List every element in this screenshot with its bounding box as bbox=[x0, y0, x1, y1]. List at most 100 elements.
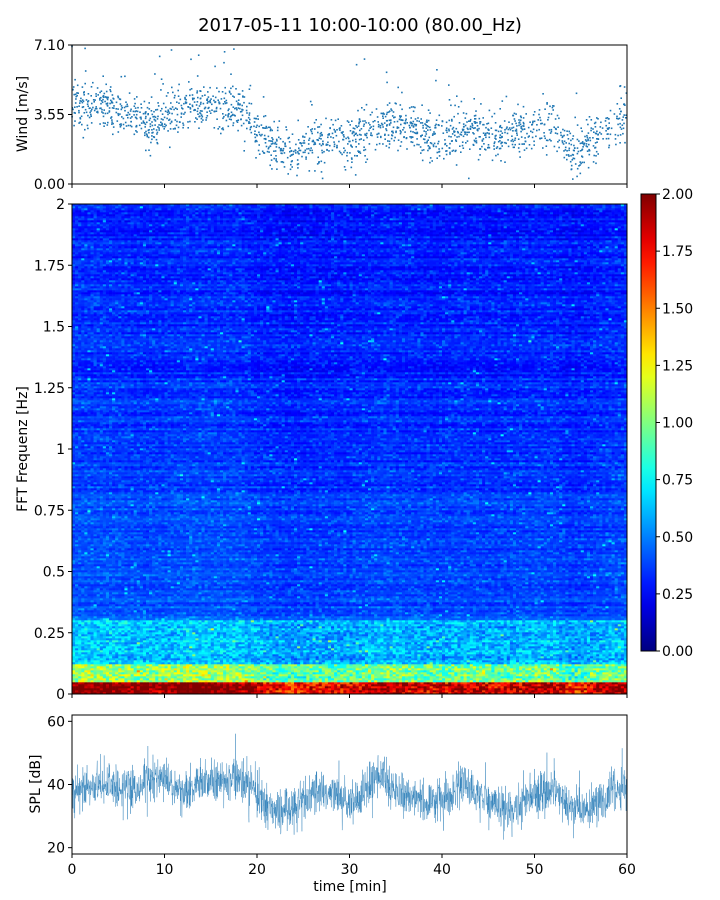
spectrogram-cell bbox=[472, 678, 477, 681]
spectrogram-cell bbox=[118, 670, 122, 673]
spectrogram-cell bbox=[102, 674, 107, 677]
spectrogram-cell bbox=[454, 660, 458, 663]
wind-data-point bbox=[505, 127, 508, 130]
spectrogram-cell bbox=[586, 684, 591, 687]
spectrogram-cell bbox=[623, 670, 628, 673]
spectrogram-cell bbox=[130, 680, 134, 683]
wind-data-point bbox=[196, 118, 198, 120]
spectrogram-cell bbox=[509, 672, 514, 675]
spectrogram-cell bbox=[130, 692, 134, 695]
spectrogram-cell bbox=[136, 672, 141, 675]
spectrogram-cell bbox=[519, 686, 523, 689]
spectrogram-cell bbox=[312, 688, 316, 691]
spectrogram-cell bbox=[411, 670, 415, 673]
spectrogram-cell bbox=[614, 684, 619, 687]
spectrogram-cell bbox=[226, 660, 230, 663]
spectrogram-cell bbox=[435, 676, 440, 679]
spectrogram-cell bbox=[210, 680, 215, 683]
spectrogram-cell bbox=[454, 674, 458, 677]
spectrogram-cell bbox=[605, 666, 609, 669]
wind-data-point bbox=[406, 148, 408, 150]
spectrogram-cell bbox=[297, 674, 301, 677]
wind-data-point bbox=[302, 136, 304, 138]
wind-data-point bbox=[283, 152, 286, 154]
spectrogram-cell bbox=[297, 662, 301, 665]
spectrogram-cell bbox=[583, 668, 588, 671]
spectrogram-cell bbox=[537, 688, 541, 691]
spectrogram-cell bbox=[109, 686, 113, 689]
spectrogram-cell bbox=[562, 690, 566, 693]
spectrogram-cell bbox=[549, 674, 554, 677]
spectrogram-cell bbox=[121, 668, 125, 671]
wind-data-point bbox=[561, 141, 564, 144]
spectrogram-cell bbox=[556, 690, 560, 693]
spectrogram-cell bbox=[149, 680, 153, 683]
spectrogram-cell bbox=[516, 680, 520, 683]
spectrogram-cell bbox=[149, 676, 153, 679]
spectrogram-cell bbox=[244, 676, 249, 679]
spectrogram-cell bbox=[500, 684, 504, 687]
wind-data-point bbox=[606, 117, 609, 119]
spectrogram-cell bbox=[432, 670, 437, 673]
spectrogram-cell bbox=[127, 668, 131, 671]
wind-data-point bbox=[336, 129, 338, 131]
wind-data-point bbox=[74, 93, 77, 96]
spectrogram-cell bbox=[614, 674, 619, 677]
spectrogram-cell bbox=[287, 684, 292, 687]
wind-data-point bbox=[177, 89, 179, 92]
spectrogram-cell bbox=[189, 688, 193, 691]
wind-data-point bbox=[352, 139, 354, 142]
spectrogram-cell bbox=[549, 684, 554, 687]
wind-data-point bbox=[135, 130, 137, 132]
spectrogram-cell bbox=[497, 672, 501, 675]
spectrogram-cell bbox=[244, 664, 249, 667]
spectrogram-cell bbox=[534, 662, 538, 665]
wind-data-point bbox=[476, 125, 479, 127]
wind-data-point bbox=[105, 83, 107, 86]
wind-data-point bbox=[451, 150, 454, 152]
wind-data-point bbox=[621, 124, 624, 126]
wind-data-point bbox=[102, 115, 105, 118]
spectrogram-cell bbox=[90, 682, 94, 685]
spectrogram-cell bbox=[118, 688, 122, 691]
wind-data-point bbox=[583, 142, 586, 145]
spectrogram-cell bbox=[136, 682, 141, 685]
wind-data-point bbox=[95, 107, 98, 110]
spectrogram-cell bbox=[244, 660, 249, 663]
spectrogram-cell bbox=[506, 688, 511, 691]
spectrogram-cell bbox=[611, 662, 615, 665]
spectrogram-cell bbox=[553, 662, 557, 665]
wind-data-point bbox=[130, 108, 132, 111]
spectrogram-cell bbox=[139, 680, 144, 683]
spectrogram-cell bbox=[149, 672, 153, 675]
spectrogram-cell bbox=[124, 660, 128, 663]
wind-data-point bbox=[547, 116, 550, 119]
spectrogram-cell bbox=[127, 676, 131, 679]
spectrogram-cell bbox=[133, 668, 138, 671]
spectrogram-cell bbox=[343, 668, 347, 671]
wind-data-point bbox=[257, 118, 259, 120]
spectrogram-cell bbox=[247, 668, 252, 671]
wind-data-point bbox=[332, 137, 335, 139]
spectrogram-cell bbox=[318, 674, 323, 677]
wind-data-point bbox=[309, 149, 311, 152]
spectrogram-cell bbox=[549, 664, 554, 667]
spectrogram-cell bbox=[605, 670, 609, 673]
spectrogram-cell bbox=[72, 684, 76, 687]
wind-data-point bbox=[222, 117, 224, 120]
spectrogram-cell bbox=[99, 686, 104, 689]
wind-data-point bbox=[241, 90, 244, 92]
spectrogram-cell bbox=[586, 660, 591, 663]
spectrogram-cell bbox=[463, 670, 467, 673]
spectrogram-cell bbox=[324, 662, 329, 665]
spectrogram-cell bbox=[121, 686, 125, 689]
spectrogram-cell bbox=[75, 676, 79, 679]
spectrogram-cell bbox=[463, 668, 467, 671]
spectrogram-cell bbox=[186, 674, 190, 677]
spectrogram-cell bbox=[272, 658, 276, 661]
wind-data-point bbox=[623, 114, 625, 116]
spectrogram-cell bbox=[358, 670, 363, 673]
wind-data-point bbox=[415, 132, 417, 135]
spectrogram-cell bbox=[534, 666, 538, 669]
spectrogram-cell bbox=[611, 682, 615, 685]
